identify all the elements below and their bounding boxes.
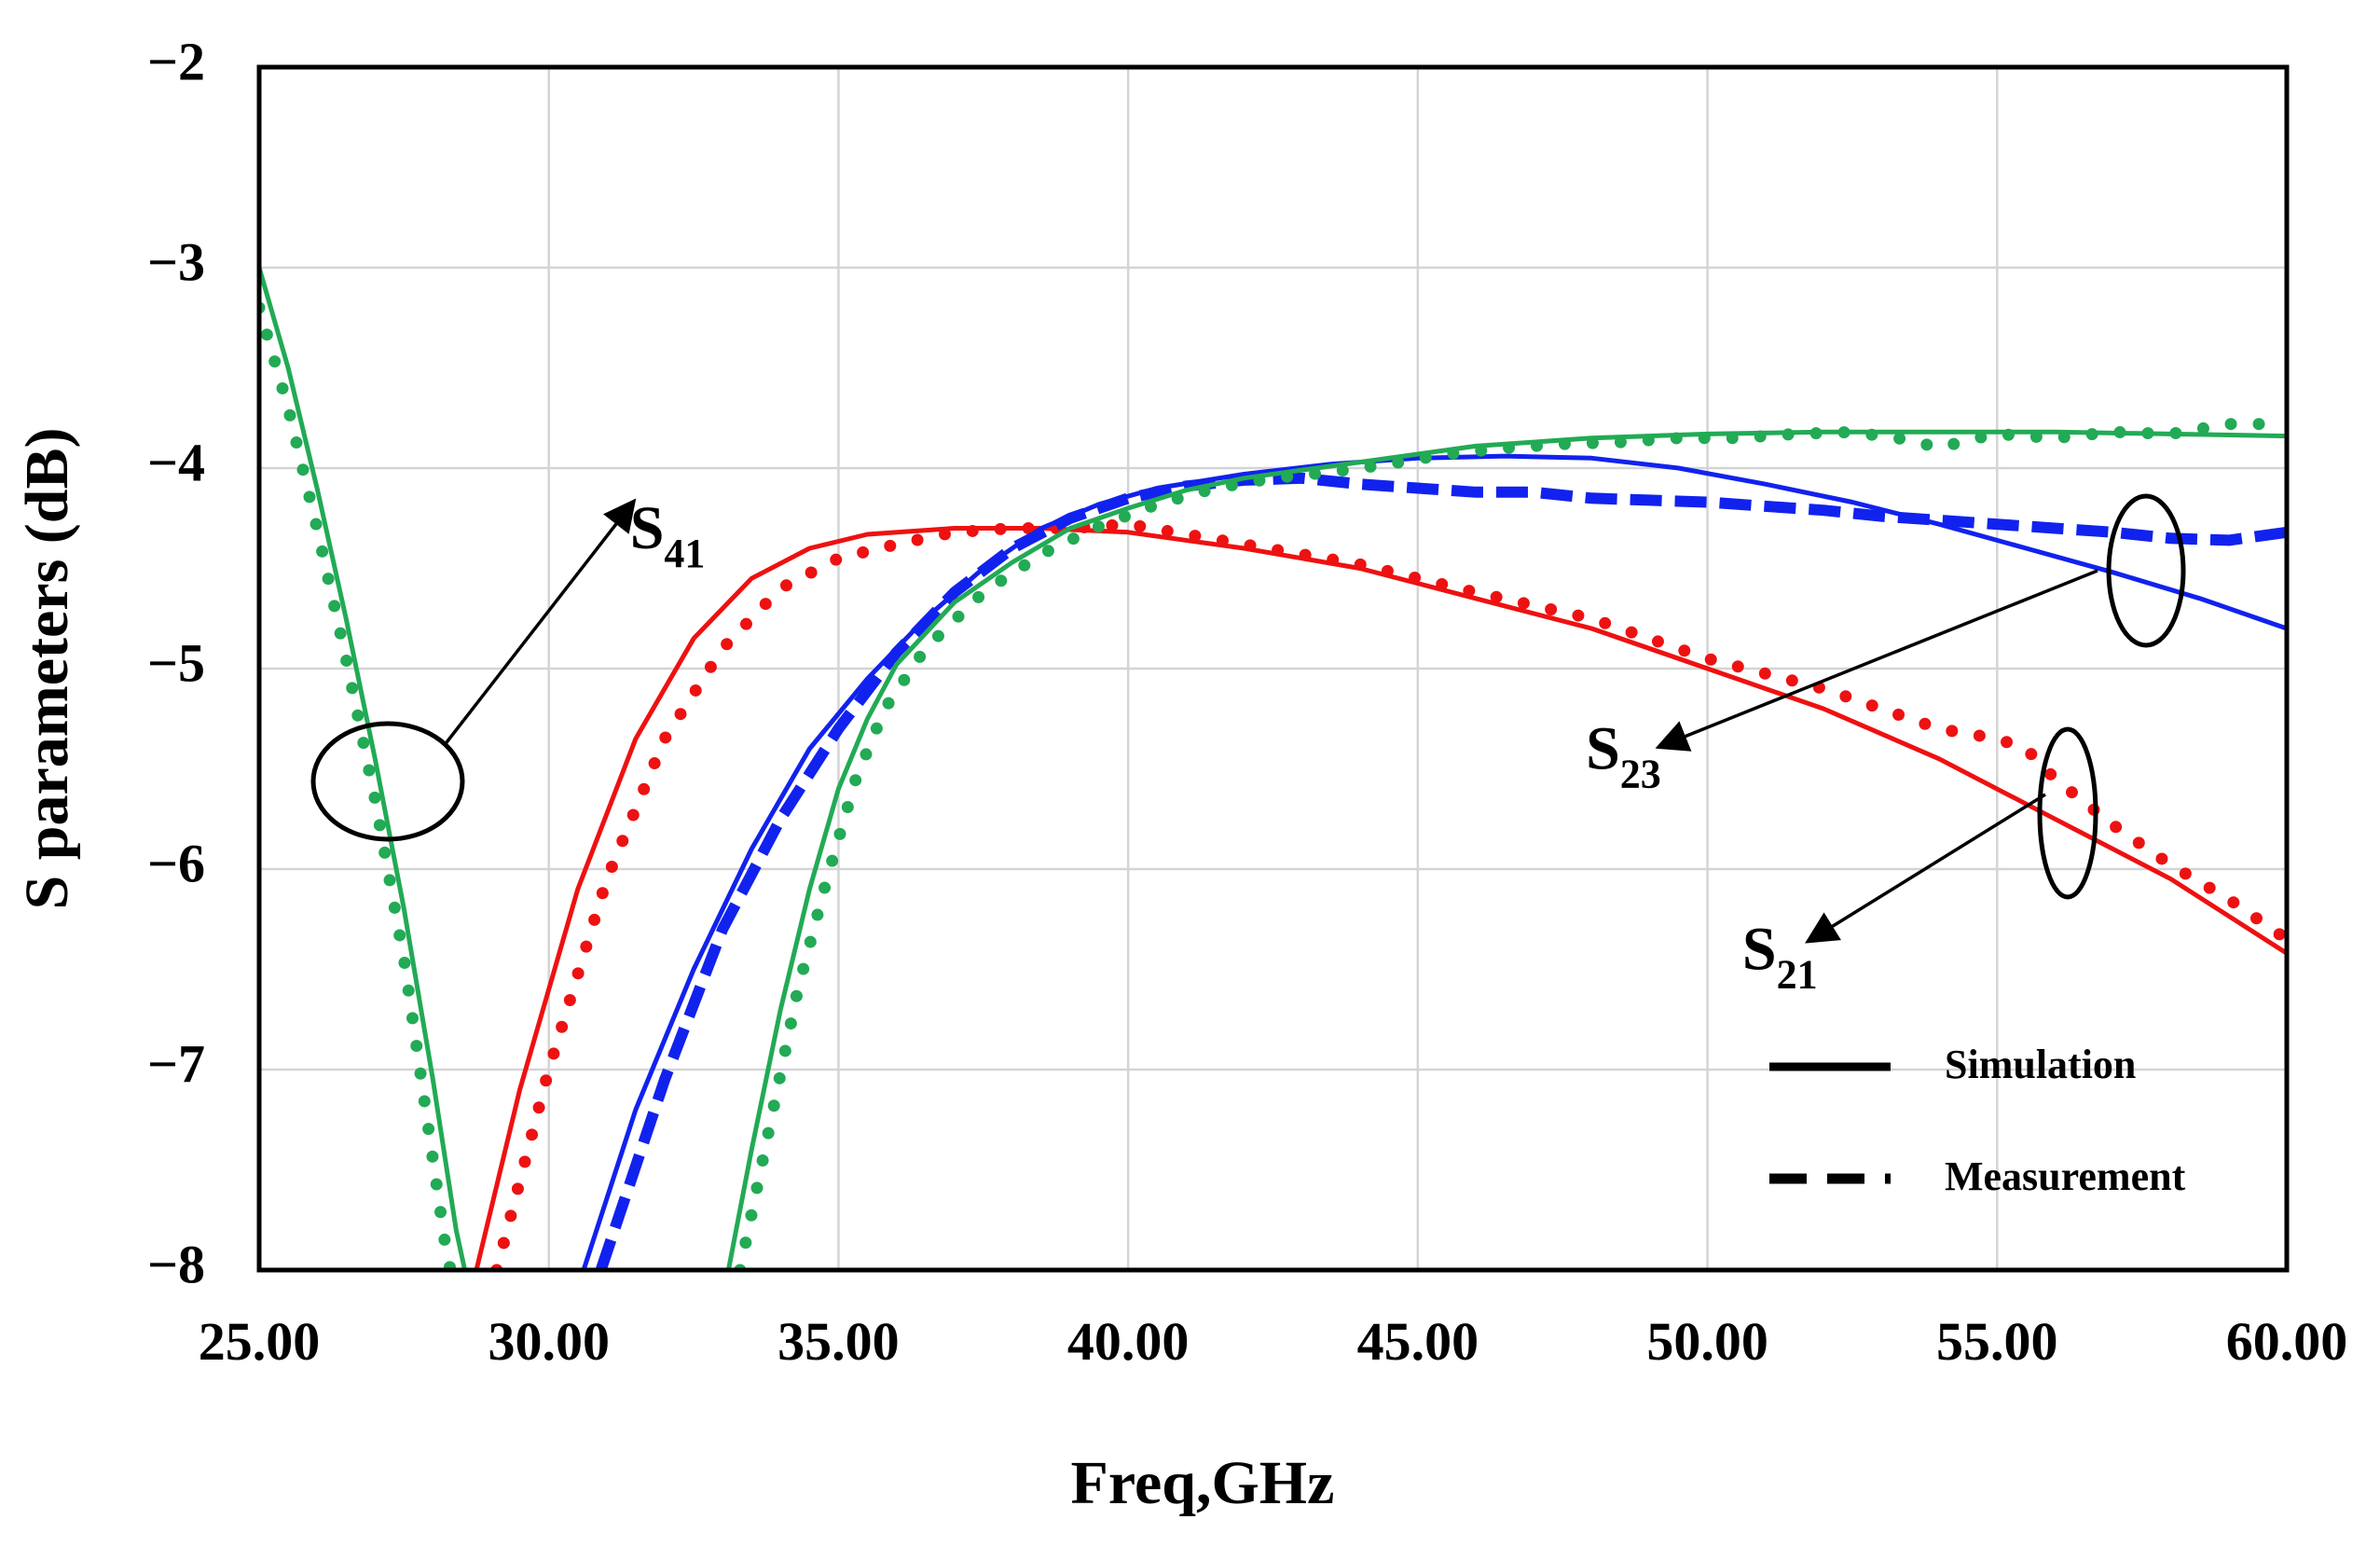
x-tick-label: 35.00 (777, 1311, 900, 1372)
annotation-main-letter: S (1742, 916, 1777, 984)
plot-frame (256, 64, 2290, 1273)
annotation-s21: S21 (1742, 916, 1818, 998)
gridlines (259, 67, 2287, 1270)
s23-arrow (1655, 569, 2098, 752)
annotation-subscript: 41 (664, 531, 705, 576)
series-s41-sim (259, 267, 468, 1270)
x-tick-label: 50.00 (1646, 1311, 1768, 1372)
y-tick-label: −4 (147, 432, 205, 492)
annotation-subscript: 23 (1620, 752, 1661, 797)
legend-measurement-label: Measurement (1945, 1153, 2186, 1199)
data-series (259, 267, 2287, 1270)
series-s41b-meas (734, 418, 2287, 1270)
s21-marker-ellipse (2037, 726, 2098, 900)
y-axis-title: S parameters (dB) (13, 428, 81, 910)
x-tick-label: 60.00 (2226, 1311, 2348, 1372)
y-tick-label: −5 (147, 632, 205, 693)
x-tick-label: 55.00 (1936, 1311, 2058, 1372)
series-s23-meas (595, 472, 2287, 1270)
y-tick-label: −6 (147, 833, 205, 893)
annotation-s41: S41 (630, 494, 706, 576)
y-tick-label: −8 (147, 1234, 205, 1294)
x-tick-labels: 25.00 30.00 35.00 40.00 45.00 50.00 55.00 60.00 (199, 1311, 2348, 1372)
x-tick-label: 45.00 (1357, 1311, 1479, 1372)
s23-marker-ellipse (2106, 493, 2186, 648)
s41-arrow (442, 498, 637, 748)
series-s41-meas (259, 301, 457, 1270)
y-tick-label: −7 (147, 1033, 205, 1094)
s21-arrow (1805, 793, 2046, 944)
x-tick-label: 30.00 (488, 1311, 610, 1372)
annotation-main-letter: S (1586, 715, 1620, 783)
y-tick-labels: −8 −7 −6 −5 −4 −3 −2 (147, 31, 205, 1294)
x-axis-title: Freq,GHz (1071, 1449, 1335, 1517)
series-s41b-sim (725, 429, 2287, 1270)
legend: Simulation Measurement (1769, 1042, 2186, 1199)
series-s23-sim (581, 453, 2287, 1270)
x-tick-label: 40.00 (1067, 1311, 1190, 1372)
series-s21-meas (490, 518, 2287, 1270)
annotation-main-letter: S (630, 494, 665, 562)
legend-simulation-label: Simulation (1945, 1042, 2136, 1087)
y-tick-label: −3 (147, 231, 205, 292)
y-tick-label: −2 (147, 31, 205, 91)
series-s21-sim (474, 526, 2287, 1270)
x-tick-label: 25.00 (199, 1311, 321, 1372)
annotation-s23: S23 (1586, 715, 1661, 797)
s41-marker-ellipse (310, 721, 465, 842)
annotation-subscript: 21 (1777, 952, 1818, 998)
